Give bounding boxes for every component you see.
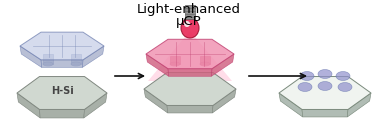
- Ellipse shape: [338, 83, 352, 91]
- Polygon shape: [347, 93, 371, 117]
- Polygon shape: [144, 73, 236, 105]
- Polygon shape: [279, 77, 371, 110]
- Polygon shape: [17, 93, 40, 118]
- Polygon shape: [146, 39, 234, 69]
- Ellipse shape: [200, 62, 210, 66]
- Polygon shape: [148, 31, 232, 81]
- Polygon shape: [144, 89, 168, 113]
- Ellipse shape: [298, 83, 312, 91]
- Polygon shape: [212, 89, 236, 113]
- Ellipse shape: [184, 21, 190, 27]
- Polygon shape: [39, 110, 85, 118]
- Polygon shape: [20, 32, 104, 60]
- Polygon shape: [279, 93, 303, 117]
- Ellipse shape: [318, 81, 332, 91]
- Bar: [71, 54, 81, 64]
- Polygon shape: [84, 93, 107, 118]
- Ellipse shape: [336, 72, 350, 81]
- Polygon shape: [17, 77, 107, 110]
- Polygon shape: [82, 46, 104, 67]
- Polygon shape: [20, 46, 42, 67]
- Ellipse shape: [43, 62, 53, 66]
- Text: H-Si: H-Si: [51, 86, 73, 96]
- Text: Light-enhanced: Light-enhanced: [137, 3, 241, 16]
- Bar: [200, 56, 210, 64]
- Ellipse shape: [170, 62, 180, 66]
- Bar: [170, 56, 180, 64]
- Ellipse shape: [318, 70, 332, 78]
- Bar: [43, 54, 53, 64]
- Polygon shape: [41, 60, 83, 67]
- Ellipse shape: [300, 72, 314, 81]
- Ellipse shape: [71, 62, 81, 66]
- Polygon shape: [167, 105, 213, 113]
- Ellipse shape: [181, 18, 199, 38]
- Polygon shape: [146, 54, 169, 76]
- Polygon shape: [302, 110, 348, 117]
- Polygon shape: [211, 54, 234, 76]
- Bar: [185, 5, 195, 19]
- Text: μCP: μCP: [176, 15, 202, 28]
- Polygon shape: [168, 69, 212, 76]
